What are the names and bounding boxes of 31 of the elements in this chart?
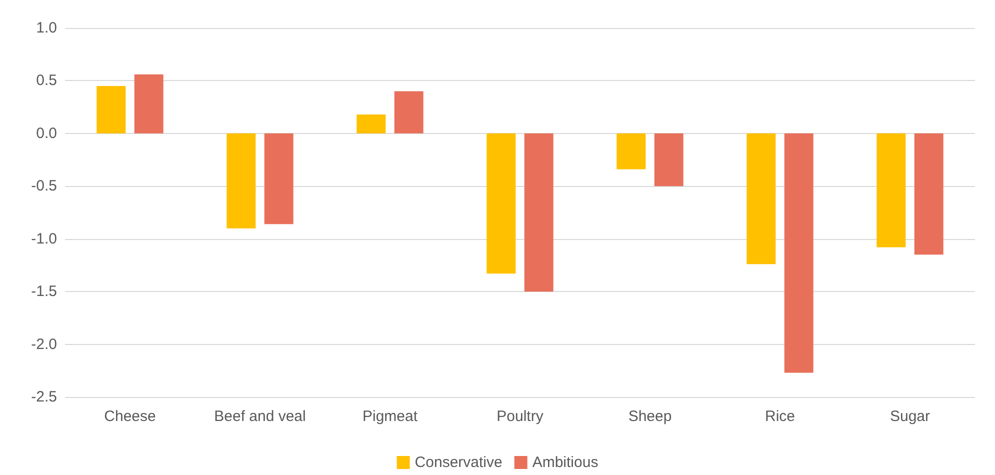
bar	[486, 133, 516, 274]
y-tick-label: 0.5	[36, 72, 57, 90]
x-tick-label: Poultry	[496, 408, 544, 425]
bar	[226, 133, 256, 228]
y-tick-label: 1.0	[36, 20, 57, 36]
y-tick-label: 0.0	[36, 124, 57, 142]
x-tick-label: Sugar	[890, 408, 930, 425]
x-tick-label: Pigmeat	[362, 408, 418, 425]
bar	[134, 74, 164, 134]
bar	[356, 114, 386, 134]
bar	[876, 133, 906, 248]
x-tick-label: Sheep	[628, 408, 672, 425]
x-tick-label: Cheese	[104, 408, 156, 425]
legend-label: Ambitious	[532, 454, 598, 471]
x-tick-label: Rice	[764, 408, 796, 425]
y-tick-label: -2.5	[31, 388, 57, 406]
bar	[746, 133, 776, 264]
x-tick-label: Beef and veal	[214, 408, 306, 425]
bar	[914, 133, 944, 255]
bar	[616, 133, 646, 170]
y-tick-label: -2.0	[31, 336, 57, 353]
bar	[264, 133, 294, 224]
legend-label: Conservative	[414, 454, 502, 471]
bar	[96, 86, 126, 134]
y-tick-label: -0.5	[31, 178, 57, 195]
bar	[394, 91, 424, 134]
y-tick-label: -1.5	[31, 283, 57, 300]
bar	[784, 133, 814, 373]
y-tick-label: -1.0	[31, 230, 57, 248]
bar	[524, 133, 554, 292]
bar	[654, 133, 684, 186]
